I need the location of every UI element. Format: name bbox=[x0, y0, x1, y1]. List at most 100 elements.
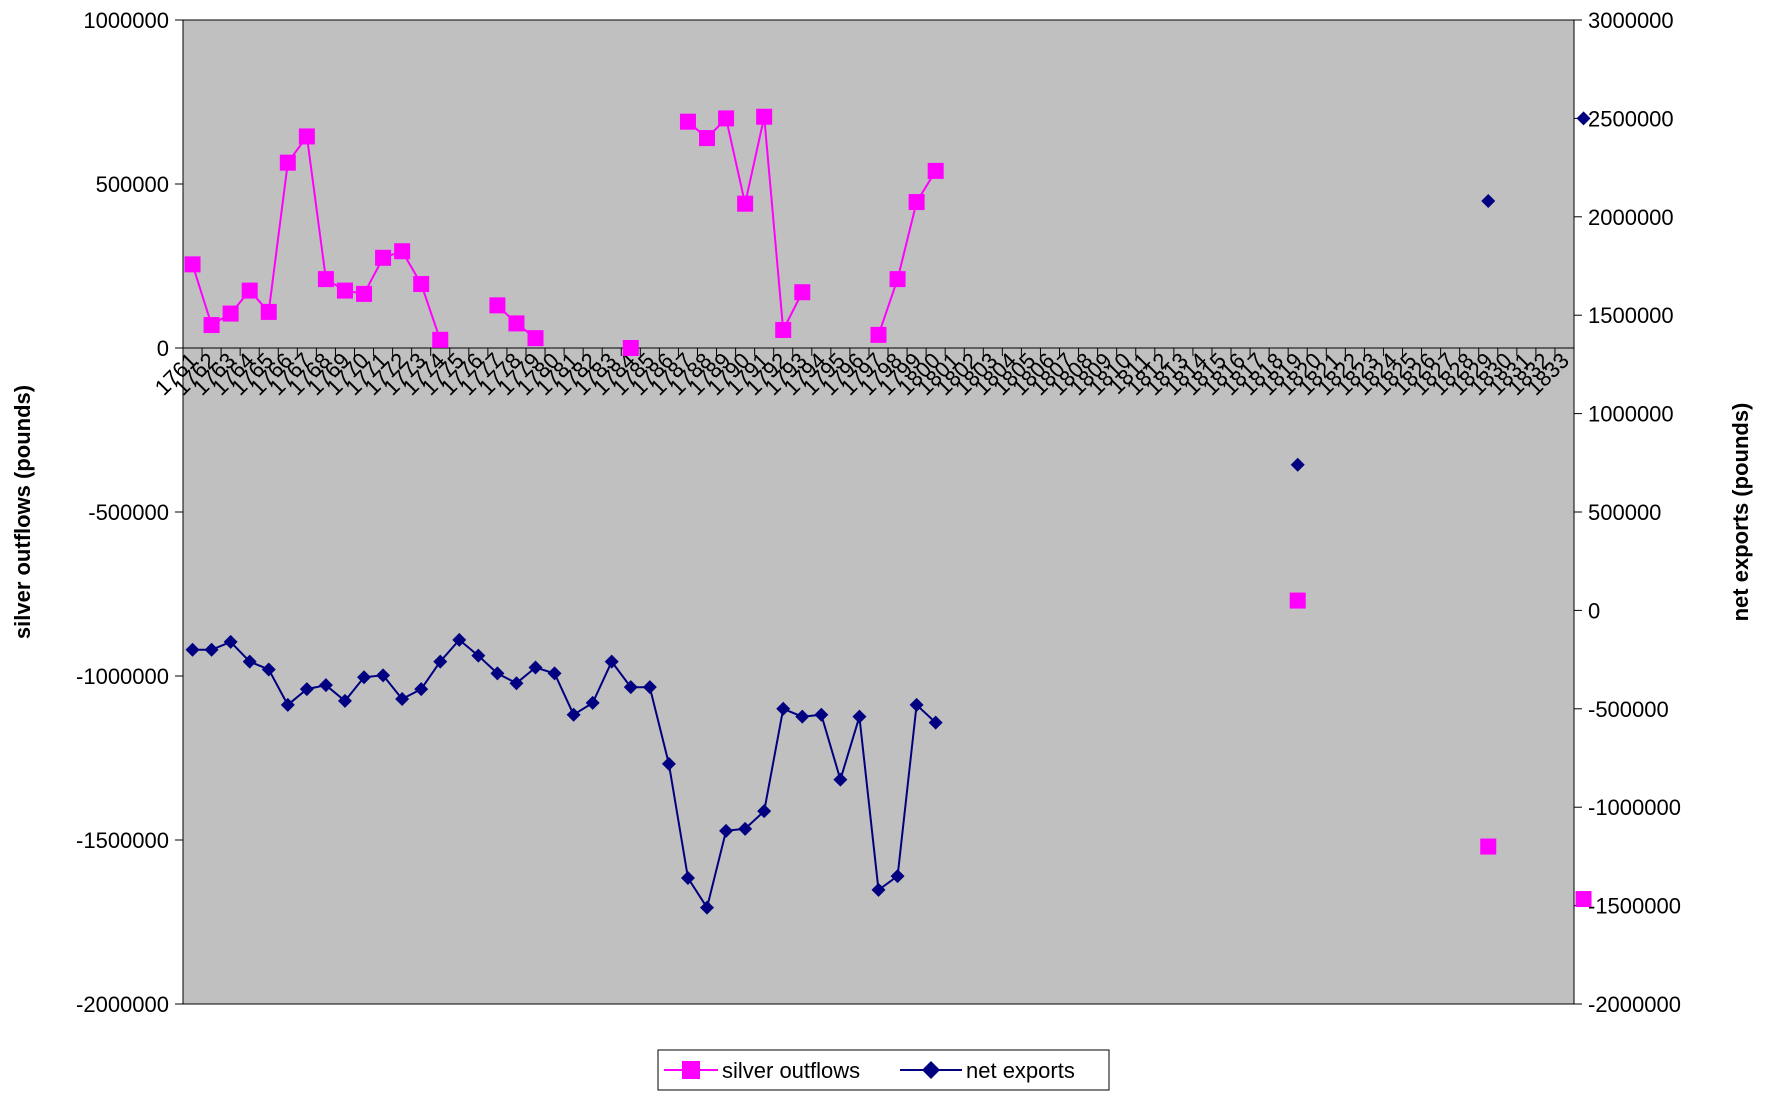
right-axis-tick-label: 500000 bbox=[1588, 500, 1661, 525]
silver-outflows-point bbox=[1480, 838, 1497, 855]
silver-outflows-point bbox=[489, 297, 506, 314]
net-exports-point bbox=[280, 697, 295, 712]
net-exports-point bbox=[738, 821, 753, 836]
silver-outflows-point bbox=[756, 108, 773, 125]
net-exports-point bbox=[852, 709, 867, 724]
silver-outflows-point bbox=[356, 285, 373, 302]
silver-outflows-point bbox=[794, 284, 811, 301]
right-axis-tick-label: 1000000 bbox=[1588, 402, 1674, 427]
series-markers bbox=[184, 108, 1592, 915]
silver-outflows-point bbox=[908, 194, 925, 211]
right-axis-tick-label: -1500000 bbox=[1588, 894, 1681, 919]
silver-outflows-point bbox=[203, 317, 220, 334]
net-exports-point bbox=[414, 682, 429, 697]
silver-outflows-point bbox=[241, 282, 258, 299]
net-exports-point bbox=[680, 871, 695, 886]
silver-outflows-point bbox=[718, 110, 735, 127]
silver-outflows-point bbox=[222, 305, 239, 322]
net-exports-point bbox=[604, 654, 619, 669]
right-y-axis: 3000000 2500000 2000000 1500000 1000000 50000… bbox=[1573, 8, 1681, 1017]
net-exports-point bbox=[261, 662, 276, 677]
left-axis-tick-label: -1000000 bbox=[76, 664, 169, 689]
net-exports-point bbox=[928, 715, 943, 730]
net-exports-point bbox=[357, 670, 372, 685]
x-axis: 1761176217631764176517661767176817691770… bbox=[150, 347, 1575, 400]
net-exports-point bbox=[490, 666, 505, 681]
net-exports-point bbox=[471, 648, 486, 663]
silver-outflows-point bbox=[336, 282, 353, 299]
net-exports-point bbox=[566, 707, 581, 722]
silver-outflows-point bbox=[622, 340, 639, 356]
left-axis-tick-label: -2000000 bbox=[76, 992, 169, 1017]
net-exports-point bbox=[452, 632, 467, 647]
net-exports-point bbox=[1576, 111, 1591, 126]
net-exports-point bbox=[185, 642, 200, 657]
silver-outflows-point bbox=[699, 130, 716, 147]
silver-outflows-point bbox=[432, 331, 449, 348]
legend-net-exports-marker bbox=[922, 1061, 940, 1079]
silver-outflows-point bbox=[927, 162, 944, 179]
net-exports-point bbox=[204, 642, 219, 657]
net-exports-point bbox=[661, 756, 676, 771]
net-exports-point bbox=[814, 707, 829, 722]
silver-outflows-point bbox=[317, 271, 334, 288]
silver-outflows-line bbox=[877, 170, 937, 336]
net-exports-point bbox=[547, 666, 562, 681]
legend-silver-outflows-label: silver outflows bbox=[722, 1058, 860, 1083]
left-axis-tick-label: -500000 bbox=[88, 500, 169, 525]
net-exports-point bbox=[719, 823, 734, 838]
net-exports-point bbox=[700, 900, 715, 915]
silver-outflows-point bbox=[870, 326, 887, 343]
left-axis-tick-label: -1500000 bbox=[76, 828, 169, 853]
net-exports-point bbox=[509, 676, 524, 691]
left-axis-tick-label: 500000 bbox=[96, 172, 169, 197]
legend-silver-outflows-marker bbox=[682, 1061, 700, 1079]
net-exports-point bbox=[1290, 457, 1305, 472]
net-exports-point bbox=[395, 691, 410, 706]
legend-box bbox=[657, 1049, 1110, 1091]
net-exports-point bbox=[376, 668, 391, 683]
silver-outflows-point bbox=[279, 154, 296, 171]
plot-area bbox=[182, 19, 1575, 1005]
left-axis-tick-label: 1000000 bbox=[83, 8, 169, 33]
legend-net-exports-label: net exports bbox=[966, 1058, 1075, 1083]
net-exports-point bbox=[757, 804, 772, 819]
silver-outflows-point bbox=[775, 321, 792, 338]
silver-outflows-point bbox=[1289, 592, 1306, 609]
right-axis-tick-label: 3000000 bbox=[1588, 8, 1674, 33]
silver-outflows-point bbox=[375, 249, 392, 266]
right-axis-tick-label: -1000000 bbox=[1588, 795, 1681, 820]
silver-outflows-point bbox=[298, 128, 315, 145]
net-exports-point bbox=[585, 695, 600, 710]
silver-outflows-point bbox=[1575, 891, 1592, 908]
right-axis-tick-label: -2000000 bbox=[1588, 992, 1681, 1017]
legend: silver outflows net exports bbox=[657, 1049, 1110, 1091]
silver-outflows-point bbox=[679, 113, 696, 130]
net-exports-point bbox=[909, 697, 924, 712]
silver-outflows-point bbox=[394, 243, 411, 260]
net-exports-point bbox=[337, 693, 352, 708]
silver-outflows-point bbox=[184, 256, 201, 273]
silver-outflows-point bbox=[413, 276, 430, 293]
silver-outflows-point bbox=[508, 315, 525, 332]
net-exports-point bbox=[776, 701, 791, 716]
net-exports-line bbox=[192, 638, 937, 911]
silver-outflows-point bbox=[527, 330, 544, 347]
right-axis-tick-label: -500000 bbox=[1588, 697, 1669, 722]
right-axis-tick-label: 1500000 bbox=[1588, 303, 1674, 328]
silver-outflows-point bbox=[889, 271, 906, 288]
net-exports-point bbox=[642, 680, 657, 695]
right-axis-tick-label: 2000000 bbox=[1588, 205, 1674, 230]
silver-outflows-point bbox=[260, 303, 277, 320]
net-exports-point bbox=[833, 772, 848, 787]
net-exports-point bbox=[299, 682, 314, 697]
net-exports-point bbox=[795, 709, 810, 724]
net-exports-point bbox=[223, 634, 238, 649]
right-axis-tick-label: 0 bbox=[1588, 598, 1600, 623]
net-exports-point bbox=[1481, 194, 1496, 209]
net-exports-point bbox=[318, 678, 333, 693]
net-exports-point bbox=[871, 882, 886, 897]
net-exports-point bbox=[623, 680, 638, 695]
silver-outflows-point bbox=[737, 195, 754, 212]
right-axis-title: net exports (pounds) bbox=[1728, 403, 1753, 622]
